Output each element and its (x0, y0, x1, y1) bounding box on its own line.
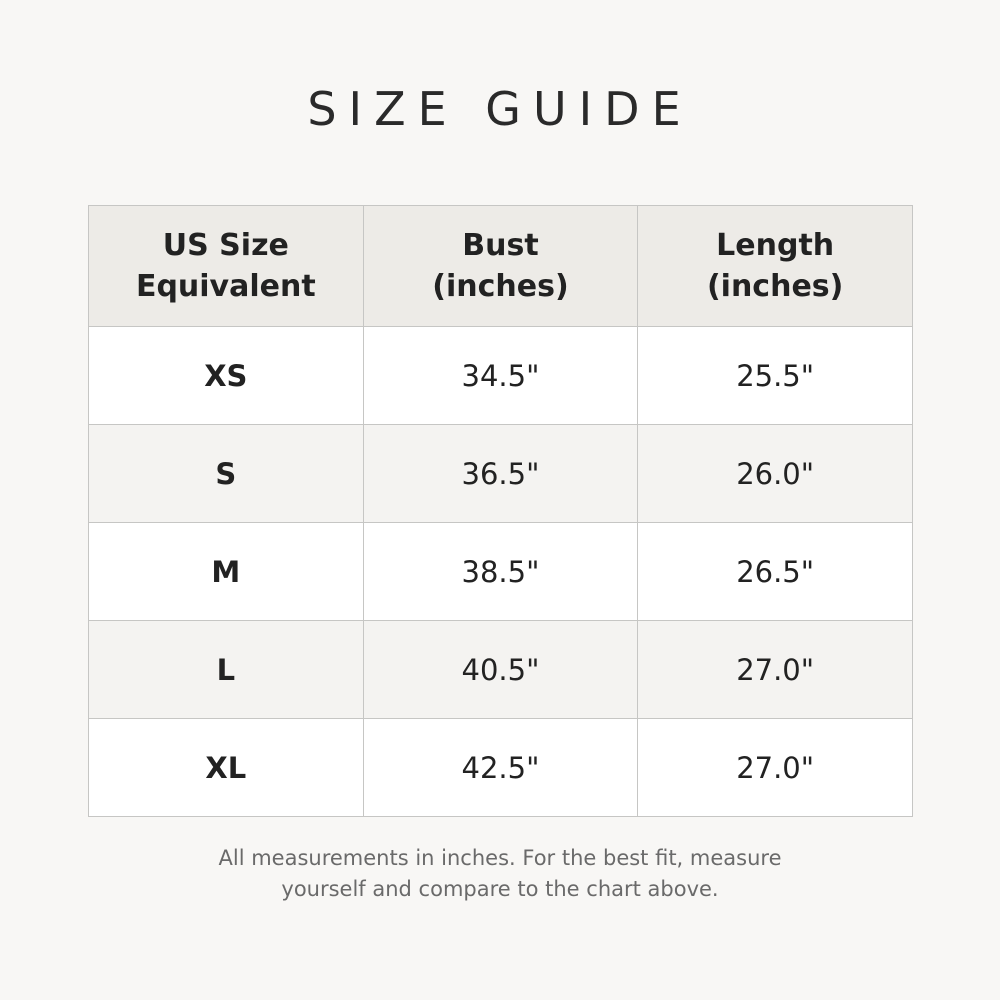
size-cell: XL (88, 718, 364, 817)
table-row: XS 34.5" 25.5" (88, 326, 913, 425)
bust-cell: 36.5" (362, 424, 639, 523)
length-cell: 25.5" (637, 326, 913, 425)
length-cell: 26.0" (637, 424, 913, 523)
measurement-note: All measurements in inches. For the best… (218, 846, 782, 901)
bust-cell: 34.5" (362, 326, 639, 425)
column-header-size: US Size Equivalent (88, 205, 364, 327)
table-row: XL 42.5" 27.0" (88, 718, 913, 817)
length-cell: 26.5" (637, 522, 913, 621)
size-table: US Size Equivalent Bust (inches) Length (in… (88, 205, 913, 817)
size-cell: M (88, 522, 364, 621)
length-cell: 27.0" (637, 620, 913, 719)
length-cell: 27.0" (637, 718, 913, 817)
size-cell: XS (88, 326, 364, 425)
bust-cell: 38.5" (362, 522, 639, 621)
table-header-row: US Size Equivalent Bust (inches) Length (in… (88, 205, 913, 327)
table-row: L 40.5" 27.0" (88, 620, 913, 719)
table-row: S 36.5" 26.0" (88, 424, 913, 523)
bust-cell: 40.5" (362, 620, 639, 719)
size-cell: S (88, 424, 364, 523)
bust-cell: 42.5" (362, 718, 639, 817)
column-header-bust: Bust (inches) (362, 205, 639, 327)
size-cell: L (88, 620, 364, 719)
column-header-length: Length (inches) (637, 205, 913, 327)
table-row: M 38.5" 26.5" (88, 522, 913, 621)
page-title: SIZE GUIDE (307, 82, 693, 136)
